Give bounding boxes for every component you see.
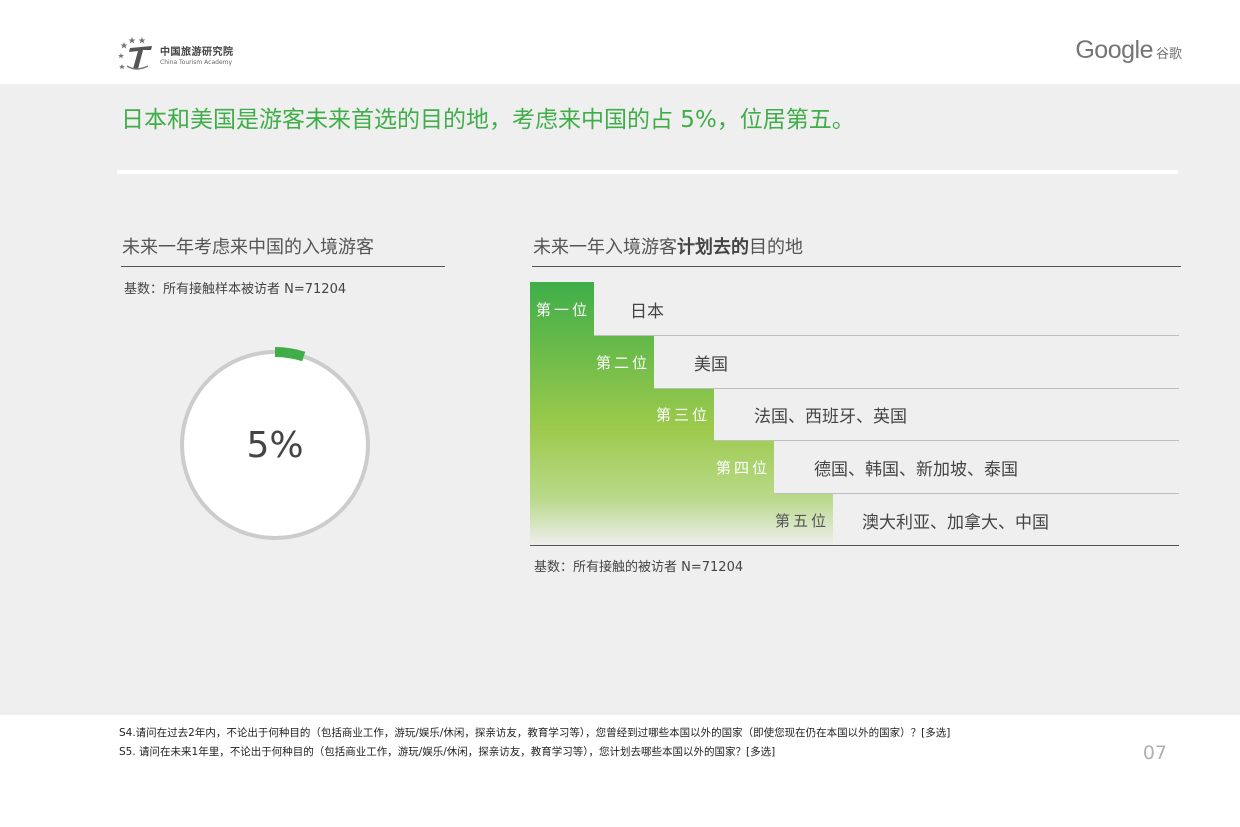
org-name-cn: 中国旅游研究院 [160,46,234,58]
rank-label-3: 第三位 [655,406,710,424]
rank-row-divider [654,388,1179,389]
rank-label-2: 第二位 [595,353,650,372]
google-cn-name: 谷歌 [1155,47,1182,62]
rank-destinations-4: 德国、韩国、新加坡、泰国 [814,459,1018,480]
google-logo: Google 谷歌 [1075,36,1182,65]
rank-destinations-3: 法国、西班牙、英国 [754,407,907,427]
rank-label-4: 第四位 [715,458,770,477]
right-base-note: 基数：所有接触的被访者 N=71204 [534,560,744,575]
rank-label-5: 第五位 [774,511,829,530]
page-headline: 日本和美国是游客未来首选的目的地，考虑来中国的占 5%，位居第五。 [121,107,855,133]
donut-value-label: 5% [176,346,374,544]
footnotes: S4.请问在过去2年内，不论出于何种目的（包括商业工作，游玩/娱乐/休闲，探亲访… [119,724,950,762]
content-panel: 日本和美国是游客未来首选的目的地，考虑来中国的占 5%，位居第五。 未来一年考虑… [0,84,1240,715]
page-number: 07 [1142,742,1167,764]
rank-destinations-1: 日本 [630,301,664,322]
rank-row-divider [774,493,1179,494]
right-chart-title: 未来一年入境游客计划去的目的地 [533,233,803,259]
google-wordmark: Google [1075,36,1153,64]
star-t-logo-icon [118,36,154,72]
left-title-underline [121,266,445,267]
rank-row-divider [714,440,1179,441]
ranking-bottom-rule [530,545,1179,546]
right-title-bold: 计划去的 [677,237,749,258]
left-chart-title: 未来一年考虑来中国的入境游客 [122,237,374,258]
ranking-staircase-fill [530,282,833,546]
donut-slice-china [274,347,306,362]
right-title-prefix: 未来一年入境游客 [533,237,677,258]
rank-destinations-2: 美国 [694,354,728,375]
headline-divider [117,170,1178,174]
donut-background-circle [182,352,368,538]
rank-row-divider [594,335,1179,336]
left-base-note: 基数：所有接触样本被访者 N=71204 [124,282,347,297]
ranking-staircase [530,282,833,546]
right-title-suffix: 目的地 [749,237,803,258]
rank-destinations-5: 澳大利亚、加拿大、中国 [862,512,1049,533]
china-tourism-academy-logo: 中国旅游研究院 China Tourism Academy [118,36,234,72]
org-name-en: China Tourism Academy [160,58,233,66]
donut-chart [180,347,370,540]
rank-label-1: 第一位 [535,300,590,319]
page-header: 中国旅游研究院 China Tourism Academy Google 谷歌 [0,0,1240,84]
footnote-s5: S5. 请问在未来1年里，不论出于何种目的（包括商业工作，游玩/娱乐/休闲，探亲… [119,746,776,758]
donut-value-text: 5% [246,424,304,466]
ranking-table: 第一位 日本第二位 美国第三位 法国、西班牙、英国第四位 德国、韩国、新加坡、泰国第五位… [530,282,1179,546]
right-title-underline [532,266,1181,267]
footnote-s4: S4.请问在过去2年内，不论出于何种目的（包括商业工作，游玩/娱乐/休闲，探亲访… [119,727,951,739]
